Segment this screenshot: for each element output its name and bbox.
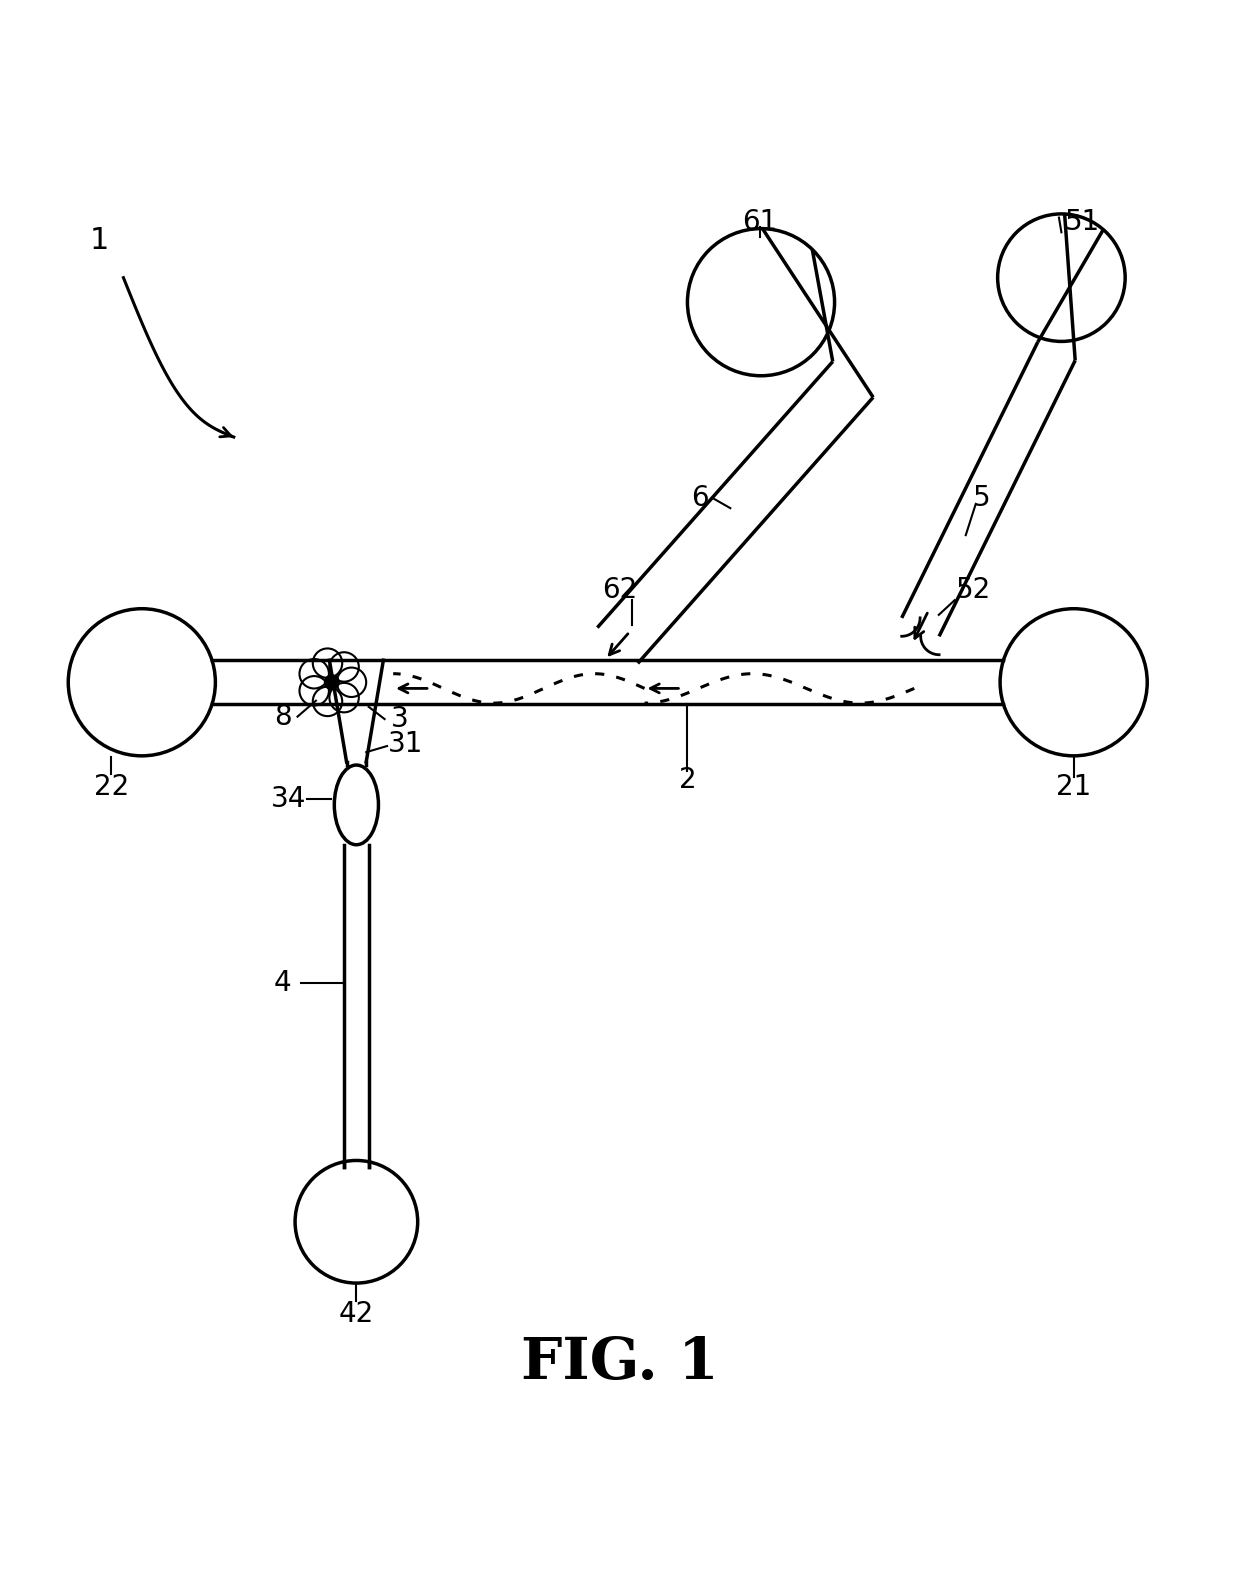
Text: 3: 3 [391,705,408,733]
Text: 2: 2 [678,766,696,794]
Text: 6: 6 [691,484,708,513]
Text: 8: 8 [274,703,291,730]
Text: 5: 5 [973,484,991,513]
Text: 21: 21 [1056,772,1091,801]
Text: 52: 52 [956,576,991,604]
Text: 34: 34 [272,785,306,813]
Text: 22: 22 [93,772,129,801]
Text: 61: 61 [743,209,777,236]
Text: 62: 62 [603,576,637,604]
Circle shape [325,675,340,689]
Text: 1: 1 [89,227,109,255]
Text: 51: 51 [1065,209,1100,236]
Text: 4: 4 [274,969,291,997]
Text: FIG. 1: FIG. 1 [521,1335,719,1391]
Text: 31: 31 [388,730,423,758]
Text: 42: 42 [339,1299,374,1328]
